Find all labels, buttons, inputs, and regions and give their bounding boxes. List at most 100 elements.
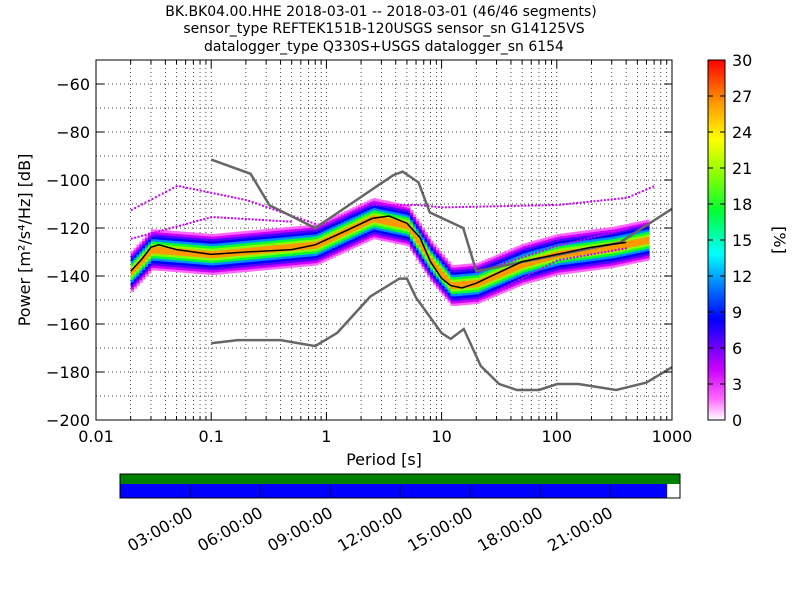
heatmap-cell <box>317 259 322 262</box>
heatmap-cell <box>202 262 207 265</box>
heatmap-cell <box>378 225 382 229</box>
heatmap-cell <box>447 273 451 277</box>
heatmap-cell <box>343 249 348 253</box>
heatmap-cell <box>499 260 503 264</box>
heatmap-cell <box>458 269 463 272</box>
heatmap-cell <box>427 243 431 247</box>
heatmap-cell <box>136 271 140 274</box>
heatmap-cell <box>533 249 538 253</box>
heatmap-cell <box>188 268 192 271</box>
heatmap-cell <box>559 260 564 263</box>
heatmap-cell <box>361 203 365 206</box>
heatmap-cell <box>623 255 627 259</box>
heatmap-outlier <box>600 199 603 202</box>
heatmap-cell <box>487 262 492 266</box>
heatmap-cell <box>165 244 169 248</box>
heatmap-cell <box>358 235 362 239</box>
heatmap-cell <box>568 268 572 272</box>
x-tick-label: 0.1 <box>198 427 223 446</box>
heatmap-cell <box>323 254 328 257</box>
heatmap-cell <box>150 258 155 261</box>
heatmap-cell <box>611 236 616 240</box>
heatmap-cell <box>211 250 215 254</box>
heatmap-cell <box>314 250 319 254</box>
heatmap-cell <box>493 284 497 288</box>
heatmap-cell <box>398 213 402 216</box>
heatmap-cell <box>493 274 497 278</box>
heatmap-outlier <box>593 252 596 255</box>
heatmap-outlier <box>275 219 278 222</box>
heatmap-cell <box>435 286 440 289</box>
heatmap-cell <box>182 231 186 235</box>
heatmap-cell <box>260 234 264 237</box>
heatmap-cell <box>254 254 258 257</box>
heatmap-cell <box>205 235 209 239</box>
heatmap-cell <box>574 231 578 235</box>
heatmap-cell <box>482 272 486 276</box>
heatmap-cell <box>551 240 555 244</box>
heatmap-cell <box>260 251 264 254</box>
heatmap-cell <box>156 246 160 250</box>
heatmap-cell <box>637 231 641 234</box>
heatmap-cell <box>289 255 293 259</box>
heatmap-cell <box>358 223 362 227</box>
heatmap-cell <box>326 245 330 249</box>
heatmap-cell <box>386 222 391 226</box>
heatmap-cell <box>378 223 382 226</box>
heatmap-cell <box>179 253 184 256</box>
heatmap-cell <box>366 207 371 211</box>
heatmap-cell <box>222 237 227 241</box>
heatmap-cell <box>150 262 155 266</box>
heatmap-cell <box>401 204 405 207</box>
heatmap-cell <box>162 232 166 236</box>
heatmap-cell <box>554 244 558 248</box>
heatmap-cell <box>314 260 319 264</box>
heatmap-cell <box>640 247 644 250</box>
heatmap-cell <box>234 270 238 273</box>
heatmap-cell <box>510 286 515 290</box>
heatmap-cell <box>453 267 457 271</box>
heatmap-cell <box>433 246 437 250</box>
heatmap-cell <box>597 259 601 263</box>
heatmap-cell <box>372 212 376 216</box>
heatmap-cell <box>162 237 166 241</box>
heatmap-cell <box>499 274 503 278</box>
heatmap-cell <box>294 231 299 234</box>
heatmap-cell <box>404 238 408 241</box>
heatmap-cell <box>435 269 440 273</box>
heatmap-cell <box>159 265 163 269</box>
heatmap-cell <box>395 214 400 218</box>
heatmap-cell <box>407 212 411 216</box>
heatmap-cell <box>162 258 166 262</box>
heatmap-cell <box>493 277 497 280</box>
heatmap-outlier <box>576 240 579 243</box>
heatmap-cell <box>240 260 244 263</box>
heatmap-cell <box>366 234 371 237</box>
heatmap-cell <box>384 200 388 204</box>
heatmap-cell <box>375 227 379 231</box>
heatmap-cell <box>525 264 529 268</box>
heatmap-cell <box>291 252 296 256</box>
heatmap-cell <box>493 267 497 271</box>
heatmap-cell <box>597 231 601 234</box>
heatmap-cell <box>257 239 261 243</box>
heatmap-cell <box>349 246 353 250</box>
heatmap-cell <box>415 237 420 241</box>
heatmap-cell <box>312 246 316 249</box>
heatmap-cell <box>392 219 397 222</box>
heatmap-cell <box>597 250 601 254</box>
heatmap-cell <box>335 246 339 250</box>
heatmap-cell <box>168 268 172 272</box>
heatmap-cell <box>643 244 647 247</box>
heatmap-cell <box>242 262 247 265</box>
heatmap-cell <box>196 240 201 243</box>
heatmap-cell <box>389 204 394 207</box>
y-tick-label: −60 <box>56 75 90 94</box>
heatmap-cell <box>245 242 250 246</box>
heatmap-cell <box>309 258 313 262</box>
heatmap-cell <box>309 248 313 252</box>
heatmap-cell <box>464 280 469 284</box>
heatmap-cell <box>176 245 181 249</box>
heatmap-cell <box>458 283 463 287</box>
heatmap-outlier <box>244 217 247 220</box>
